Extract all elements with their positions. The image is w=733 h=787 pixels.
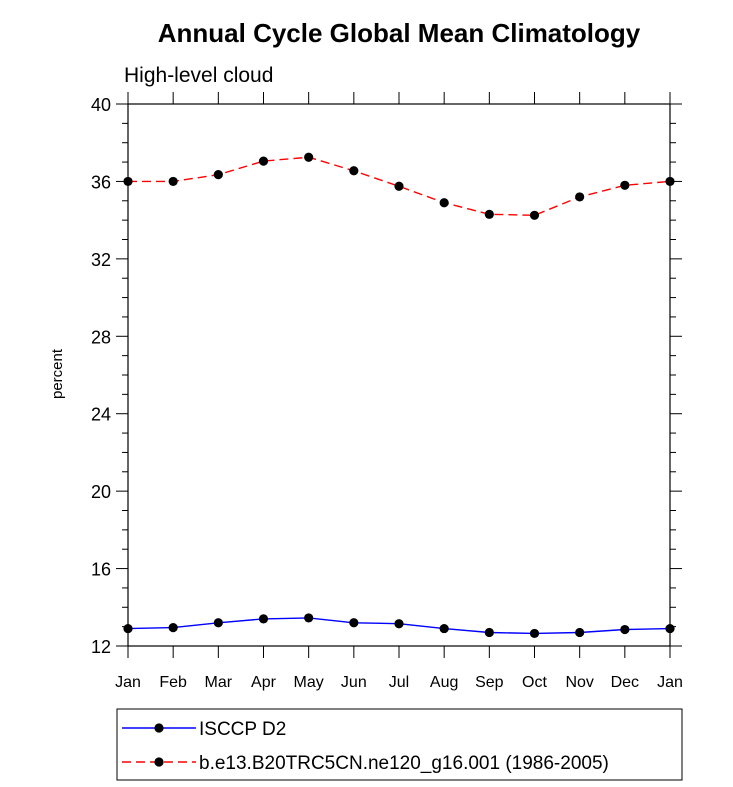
legend-label-1: ISCCP D2 xyxy=(199,719,286,740)
series-1-point xyxy=(258,614,269,624)
x-tick-label: Dec xyxy=(611,674,639,691)
series-2-point xyxy=(529,210,540,220)
x-tick-label: Sep xyxy=(475,674,504,691)
series-1-point xyxy=(439,623,449,634)
series-1-point xyxy=(394,619,404,629)
series-2-point xyxy=(258,156,269,166)
y-axis-label: percent xyxy=(49,348,66,399)
x-tick-label: Nov xyxy=(565,674,593,691)
series-1-point xyxy=(304,613,314,623)
series-1-point xyxy=(213,618,223,628)
x-tick-label: Jan xyxy=(115,674,141,691)
series-2-point xyxy=(575,192,585,202)
x-tick-label: Feb xyxy=(159,674,187,691)
series-1-point xyxy=(620,624,630,635)
series-2-point xyxy=(484,209,494,219)
series-2-point xyxy=(620,180,630,190)
x-tick-label: Apr xyxy=(251,674,277,691)
series-2-point xyxy=(168,176,178,187)
y-tick-label: 12 xyxy=(91,637,111,657)
x-tick-label: Jun xyxy=(341,674,367,691)
legend-marker-2 xyxy=(154,757,164,767)
series-1-point xyxy=(575,627,585,638)
x-tick-label: May xyxy=(294,674,324,691)
y-tick-label: 40 xyxy=(91,95,111,115)
y-tick-label: 32 xyxy=(91,250,111,270)
x-tick-label: Mar xyxy=(205,674,233,691)
y-tick-label: 24 xyxy=(91,405,111,425)
series-1-point xyxy=(168,623,178,633)
x-tick-label: Jan xyxy=(657,674,683,691)
series-2-point xyxy=(213,170,223,180)
series-2-point xyxy=(439,198,449,208)
y-tick-label: 16 xyxy=(91,560,111,580)
y-tick-label: 20 xyxy=(91,482,111,502)
legend-label-2: b.e13.B20TRC5CN.ne120_g16.001 (1986-2005… xyxy=(199,753,609,774)
series-2-point xyxy=(394,181,404,191)
plot-frame xyxy=(127,103,671,647)
series-1-point xyxy=(349,618,359,628)
y-tick-label: 28 xyxy=(91,327,111,347)
chart-title: Annual Cycle Global Mean Climatology xyxy=(158,18,641,48)
x-tick-label: Aug xyxy=(430,674,458,691)
y-tick-label: 36 xyxy=(91,172,111,192)
x-tick-label: Jul xyxy=(389,674,409,691)
series-1-point xyxy=(529,628,540,639)
series-2-point xyxy=(304,152,314,162)
chart-subtitle: High-level cloud xyxy=(124,64,273,87)
legend: ISCCP D2 b.e13.B20TRC5CN.ne120_g16.001 (1… xyxy=(116,708,683,781)
legend-box xyxy=(116,708,683,781)
series-1-point xyxy=(484,627,494,638)
x-tick-label: Oct xyxy=(522,674,547,691)
series-2-point xyxy=(349,166,359,176)
legend-marker-1 xyxy=(154,723,164,733)
